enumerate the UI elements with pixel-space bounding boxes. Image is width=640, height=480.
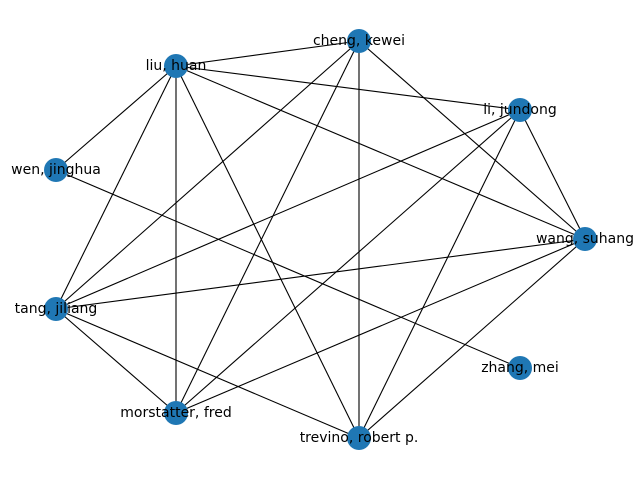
edge-wang-morstatter: [175, 238, 586, 414]
edge-tang-trevino: [55, 308, 360, 439]
node-li[interactable]: [508, 98, 532, 122]
edges-layer: [55, 40, 586, 439]
node-zhang[interactable]: [508, 356, 532, 380]
edge-liu-li: [175, 65, 521, 111]
edge-liu-tang: [55, 65, 177, 310]
node-label-li: li, jundong: [483, 102, 557, 118]
node-label-morstatter: morstatter, fred: [120, 405, 231, 421]
edge-wang-tang: [55, 238, 586, 310]
node-trevino[interactable]: [347, 426, 371, 450]
edge-liu-wen: [55, 65, 177, 171]
node-label-liu: liu, huan: [146, 58, 207, 74]
labels-layer: liu, huan cheng, kewei li, jundong wen, jin…: [11, 33, 634, 446]
node-morstatter[interactable]: [164, 401, 188, 425]
node-label-wen: wen, jinghua: [11, 162, 101, 178]
node-label-cheng: cheng, kewei: [313, 33, 405, 49]
node-tang[interactable]: [44, 297, 68, 321]
nodes-layer: [44, 29, 597, 450]
edge-cheng-tang: [55, 40, 360, 310]
node-label-zhang: zhang, mei: [481, 360, 559, 376]
node-label-wang: wang, suhang: [536, 231, 634, 247]
node-wang[interactable]: [573, 227, 597, 251]
edge-cheng-wang: [358, 40, 586, 240]
node-label-trevino: trevino, robert p.: [300, 430, 419, 446]
node-liu[interactable]: [164, 54, 188, 78]
edge-liu-wang: [175, 65, 586, 240]
edge-liu-trevino: [175, 65, 360, 439]
node-wen[interactable]: [44, 158, 68, 182]
edge-li-trevino: [358, 109, 521, 439]
node-cheng[interactable]: [347, 29, 371, 53]
edge-wen-zhang: [55, 169, 521, 369]
node-label-tang: tang, jiliang: [15, 301, 98, 317]
edge-liu-cheng: [175, 40, 360, 67]
edge-li-morstatter: [175, 109, 521, 414]
edge-wang-trevino: [358, 238, 586, 439]
edge-cheng-morstatter: [175, 40, 360, 414]
edge-li-wang: [519, 109, 586, 240]
edge-li-tang: [55, 109, 521, 310]
edge-tang-morstatter: [55, 308, 177, 414]
